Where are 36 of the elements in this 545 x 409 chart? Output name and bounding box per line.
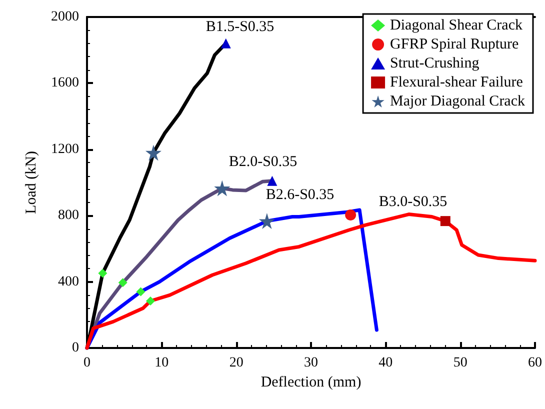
point bbox=[136, 287, 146, 296]
point bbox=[118, 278, 128, 288]
y-axis-title: Load (kN) bbox=[24, 151, 40, 214]
point bbox=[440, 216, 450, 226]
y-tick-label: 0 bbox=[72, 340, 79, 356]
x-tick-label: 10 bbox=[154, 356, 169, 370]
x-tick-label: 50 bbox=[453, 356, 468, 370]
point bbox=[98, 268, 108, 278]
y-tick-label: 400 bbox=[58, 274, 79, 290]
legend-label: Major Diagonal Crack bbox=[390, 94, 526, 110]
y-tick-label: 1600 bbox=[51, 76, 79, 91]
point bbox=[146, 296, 155, 306]
x-tick-label: 40 bbox=[378, 356, 393, 370]
line-series bbox=[85, 208, 378, 350]
y-tick-label: 1200 bbox=[51, 142, 79, 157]
annotation: B2.0-S0.35 bbox=[228, 154, 298, 170]
point bbox=[267, 176, 278, 186]
point bbox=[220, 38, 231, 48]
legend-label: GFRP Spiral Rupture bbox=[390, 36, 520, 52]
annotation: B2.6-S0.35 bbox=[266, 187, 334, 203]
annotation: B3.0-S0.35 bbox=[378, 194, 448, 210]
annotation: B1.5-S0.35 bbox=[206, 19, 274, 35]
x-tick-label: 60 bbox=[528, 356, 542, 370]
point bbox=[214, 180, 230, 196]
x-axis-title: Deflection (mm) bbox=[260, 374, 362, 390]
x-tick-label: 0 bbox=[84, 356, 90, 370]
legend-label: Flexural-shear Failure bbox=[390, 74, 524, 90]
x-tick-label: 20 bbox=[229, 356, 244, 370]
point bbox=[145, 144, 162, 161]
point bbox=[258, 213, 275, 230]
x-tick-label: 30 bbox=[304, 356, 318, 370]
y-tick-label: 800 bbox=[58, 208, 79, 224]
legend-label: Diagonal Shear Crack bbox=[390, 18, 523, 34]
point bbox=[345, 209, 356, 220]
legend-label: Strut-Crushing bbox=[390, 56, 480, 72]
y-tick-label: 2000 bbox=[51, 10, 79, 24]
